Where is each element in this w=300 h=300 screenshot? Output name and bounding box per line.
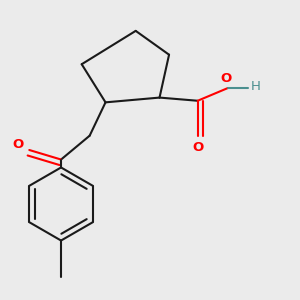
Text: O: O	[13, 138, 24, 151]
Text: H: H	[250, 80, 260, 93]
Text: O: O	[193, 141, 204, 154]
Text: O: O	[220, 72, 232, 85]
